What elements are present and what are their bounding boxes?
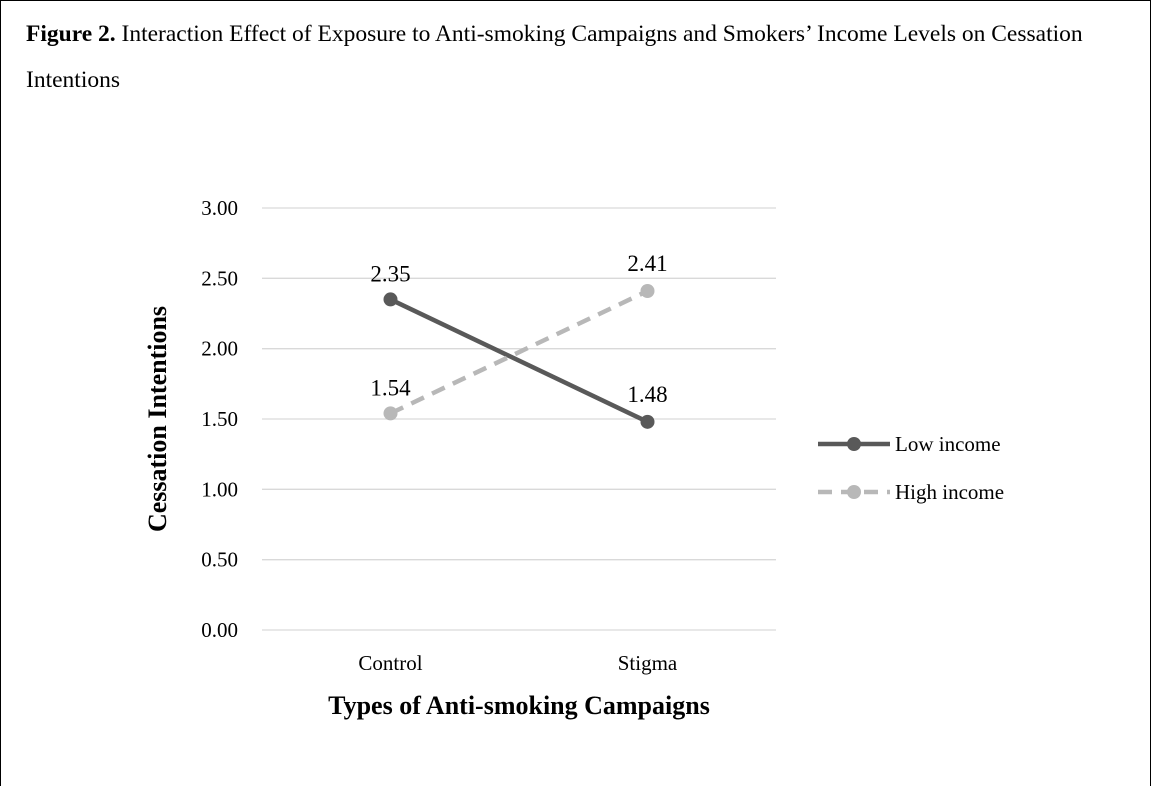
series-line-low-income [389,297,649,424]
figure-label: Figure 2. [26,21,116,47]
series-line-high-income [389,288,649,416]
data-label: 2.41 [627,251,667,276]
data-label: 2.35 [370,261,410,286]
y-tick-label: 0.00 [201,618,238,642]
y-axis-title: Cessation Intentions [143,306,172,532]
y-tick-label: 2.00 [201,337,238,361]
data-point [640,414,655,429]
y-axis-ticks: 0.00 0.50 1.00 1.50 2.00 2.50 3.00 [201,196,238,642]
y-tick-label: 2.50 [201,266,238,290]
x-axis-ticks: Control Stigma [358,651,678,675]
figure-caption: Figure 2. Interaction Effect of Exposure… [26,11,1136,103]
y-tick-label: 1.00 [201,477,238,501]
figure-title: Interaction Effect of Exposure to Anti-s… [26,21,1083,93]
data-labels: 2.35 1.48 1.54 2.41 [370,251,667,407]
x-axis-title: Types of Anti-smoking Campaigns [328,691,710,720]
data-point [383,292,398,307]
data-point [640,283,655,298]
legend-label: Low income [895,432,1001,456]
legend-label: High income [895,480,1004,504]
y-tick-label: 0.50 [201,548,238,572]
legend-marker [847,485,861,499]
legend: Low income High income [818,432,1004,504]
legend-marker [847,437,861,451]
data-point [383,406,398,421]
gridlines [262,207,776,631]
y-tick-label: 3.00 [201,196,238,220]
data-label: 1.48 [627,382,667,407]
x-tick-label: Control [358,651,422,675]
series-group [383,283,655,429]
x-tick-label: Stigma [618,651,678,675]
data-label: 1.54 [370,375,411,400]
y-tick-label: 1.50 [201,407,238,431]
